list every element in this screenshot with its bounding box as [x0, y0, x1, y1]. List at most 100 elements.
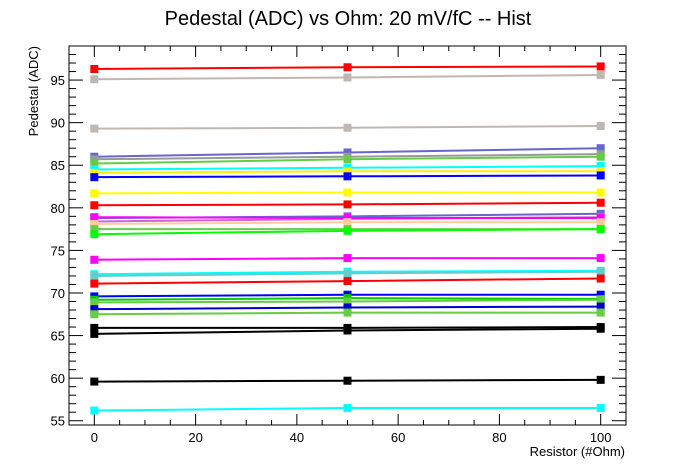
- data-point: [90, 329, 99, 338]
- data-point: [596, 144, 605, 153]
- series-17: [90, 225, 605, 239]
- data-point: [596, 267, 605, 276]
- y-tick-label: 75: [51, 243, 65, 258]
- data-point: [596, 308, 605, 317]
- data-point: [343, 148, 352, 157]
- data-point: [596, 62, 605, 71]
- series-21: [90, 274, 605, 288]
- data-point: [596, 198, 605, 207]
- x-tick-label: 80: [492, 430, 506, 445]
- data-point: [343, 226, 352, 235]
- data-point: [90, 220, 99, 229]
- series-14: [90, 213, 605, 223]
- series-2: [90, 70, 605, 84]
- series-24: [90, 295, 605, 307]
- data-point: [90, 271, 99, 280]
- data-point: [343, 269, 352, 278]
- data-point: [596, 290, 605, 299]
- data-point: [90, 201, 99, 210]
- data-point: [596, 167, 605, 176]
- series-28: [90, 324, 605, 338]
- data-point: [90, 64, 99, 73]
- data-point: [596, 302, 605, 311]
- data-point: [90, 124, 99, 133]
- data-point: [90, 305, 99, 314]
- data-point: [596, 188, 605, 197]
- data-point: [596, 324, 605, 333]
- data-point: [90, 168, 99, 177]
- data-point: [343, 214, 352, 223]
- series-8: [90, 167, 605, 177]
- data-point: [90, 255, 99, 264]
- x-tick-label: 100: [590, 430, 612, 445]
- data-point: [90, 323, 99, 332]
- plot-frame: [68, 45, 627, 426]
- series-9: [90, 171, 605, 182]
- series-20: [90, 267, 605, 280]
- data-point: [90, 406, 99, 415]
- x-tick-label: 20: [188, 430, 202, 445]
- data-point: [90, 377, 99, 386]
- x-tick-label: 60: [391, 430, 405, 445]
- y-tick-label: 70: [51, 286, 65, 301]
- series-10: [90, 188, 605, 198]
- data-point: [596, 70, 605, 79]
- data-point: [90, 75, 99, 84]
- series-26: [90, 308, 605, 319]
- data-point: [343, 188, 352, 197]
- data-point: [90, 173, 99, 182]
- data-point: [90, 298, 99, 307]
- data-point: [90, 225, 99, 234]
- data-point: [596, 171, 605, 180]
- series-3: [90, 122, 605, 133]
- data-point: [343, 303, 352, 312]
- data-point: [90, 189, 99, 198]
- data-point: [90, 230, 99, 239]
- data-point: [343, 200, 352, 209]
- data-point: [343, 376, 352, 385]
- series-11: [90, 198, 605, 210]
- data-point: [343, 308, 352, 317]
- data-point: [596, 254, 605, 263]
- y-tick-label: 80: [51, 201, 65, 216]
- data-point: [596, 122, 605, 131]
- data-point: [90, 310, 99, 319]
- data-point: [90, 279, 99, 288]
- data-point: [343, 155, 352, 164]
- series-group: [90, 62, 605, 415]
- x-tick-label: 40: [290, 430, 304, 445]
- data-point: [343, 254, 352, 263]
- data-point: [596, 162, 605, 171]
- data-point: [596, 214, 605, 223]
- x-axis-label: Resistor (#Ohm): [530, 444, 625, 459]
- data-point: [343, 172, 352, 181]
- data-point: [596, 218, 605, 227]
- x-tick-label: 0: [91, 430, 98, 445]
- data-point: [343, 218, 352, 227]
- data-point: [90, 213, 99, 222]
- y-tick-label: 60: [51, 371, 65, 386]
- series-29: [90, 375, 605, 386]
- axis-ticks: 0 20 40 60 80 100 55 60 65 70 75 80 85 90 95: [51, 46, 627, 445]
- y-tick-label: 65: [51, 329, 65, 344]
- y-axis-label: Pedestal (ADC): [26, 46, 41, 136]
- data-point: [343, 63, 352, 72]
- series-30: [90, 403, 605, 415]
- data-point: [596, 403, 605, 412]
- series-6: [90, 152, 605, 168]
- series-18: [90, 254, 605, 264]
- data-point: [343, 297, 352, 306]
- data-point: [343, 403, 352, 412]
- data-point: [596, 375, 605, 384]
- data-point: [343, 73, 352, 82]
- data-point: [343, 326, 352, 335]
- series-25: [90, 302, 605, 314]
- y-tick-label: 85: [51, 158, 65, 173]
- data-point: [343, 277, 352, 286]
- data-point: [343, 123, 352, 132]
- data-point: [90, 155, 99, 164]
- y-tick-label: 95: [51, 73, 65, 88]
- series-15: [90, 218, 605, 229]
- data-point: [343, 167, 352, 176]
